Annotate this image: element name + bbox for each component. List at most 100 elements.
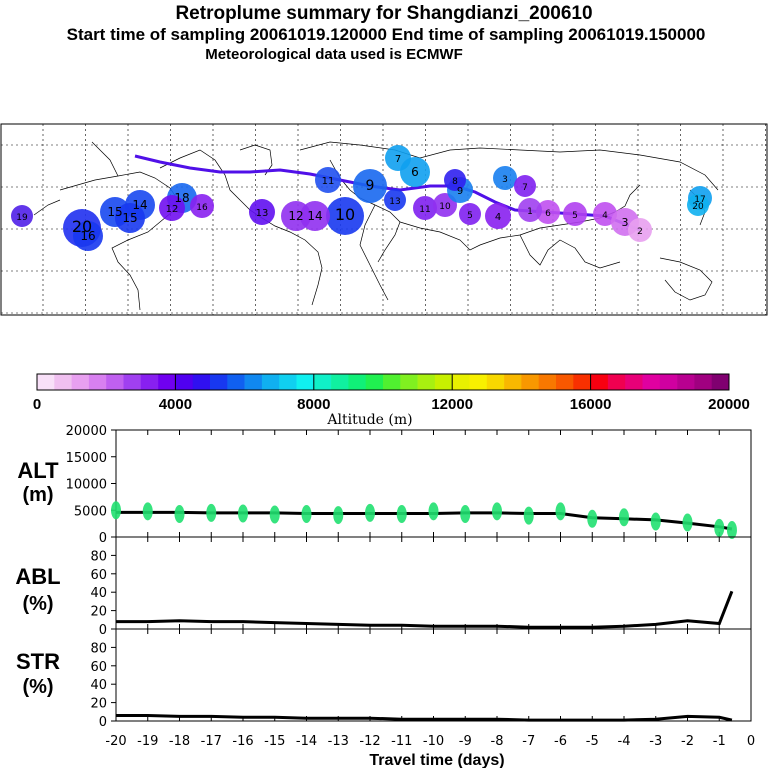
colorbar-tick-label: 20000 xyxy=(708,396,750,413)
colorbar-cell xyxy=(244,374,263,390)
altitude-cluster xyxy=(523,506,534,525)
y-tick-label: 80 xyxy=(90,549,107,564)
altitude-cluster xyxy=(492,502,502,521)
colorbar-cell xyxy=(573,374,591,390)
y-tick-label: 0 xyxy=(99,531,107,546)
y-tick-label: 80 xyxy=(90,641,107,656)
plume-cluster-label: 16 xyxy=(196,203,208,213)
plume-cluster xyxy=(326,197,364,235)
plume-cluster-label: 13 xyxy=(389,197,400,207)
colorbar-tick-label: 8000 xyxy=(297,396,330,413)
altitude-cluster xyxy=(238,504,248,523)
colorbar-cell xyxy=(279,374,297,390)
y-tick-label: 0 xyxy=(99,715,107,730)
plume-cluster-label: 15 xyxy=(107,205,122,219)
plume-cluster-label: 13 xyxy=(256,208,269,219)
colorbar-cell xyxy=(625,374,643,390)
x-tick-label: -14 xyxy=(296,734,317,749)
colorbar-cell xyxy=(192,374,211,390)
altitude-cluster xyxy=(142,502,153,521)
plume-cluster-label: 5 xyxy=(572,211,578,221)
altitude-cluster xyxy=(206,503,217,522)
panel-frame xyxy=(115,628,752,722)
plume-cluster-label: 3 xyxy=(502,175,508,185)
panel-alt: 20000 15000 10000 5000 0 ALT(m) xyxy=(17,424,752,546)
plume-cluster-label: 9 xyxy=(366,178,375,194)
x-tick-label: -15 xyxy=(264,734,285,749)
y-tick-label: 60 xyxy=(90,568,107,583)
plume-cluster-label: 3 xyxy=(622,216,629,229)
series-line-abl xyxy=(116,590,734,629)
colorbar-cell xyxy=(590,374,609,390)
altitude-cluster xyxy=(460,504,471,523)
panel-unit: (%) xyxy=(22,676,53,698)
altitude-cluster xyxy=(619,508,629,527)
altitude-cluster xyxy=(301,504,312,523)
plume-cluster xyxy=(628,218,652,242)
colorbar-cell xyxy=(261,374,280,390)
x-tick-label: -2 xyxy=(681,734,694,749)
colorbar-cell xyxy=(642,374,661,390)
plume-cluster-label: 2 xyxy=(637,227,643,237)
plume-cluster-label: 14 xyxy=(307,209,322,223)
plume-cluster xyxy=(536,200,560,224)
x-tick-label: -5 xyxy=(586,734,599,749)
plume-clusters xyxy=(11,145,712,251)
series-line-str xyxy=(116,714,733,722)
x-tick-label: -6 xyxy=(554,734,567,749)
plume-cluster xyxy=(315,167,341,193)
plume-cluster-label: 4 xyxy=(602,211,608,221)
colorbar-tick-label: 4000 xyxy=(159,396,192,413)
panel-title: ABL xyxy=(15,564,60,589)
colorbar-cell xyxy=(504,374,522,390)
plume-cluster xyxy=(687,194,709,216)
colorbar-cell xyxy=(365,374,384,390)
plume-cluster-label: 1 xyxy=(527,207,533,217)
altitude-cluster xyxy=(365,503,375,522)
altitude-cluster xyxy=(333,506,344,525)
plume-cluster-label: 7 xyxy=(395,154,401,165)
plume-cluster-label: 12 xyxy=(166,204,179,215)
colorbar-cell xyxy=(210,374,228,390)
plume-cluster-label: 16 xyxy=(80,229,95,243)
altitude-cluster xyxy=(726,521,737,540)
colorbar-cell xyxy=(452,374,470,390)
plume-cluster xyxy=(514,175,536,197)
panel-unit: (%) xyxy=(22,593,53,615)
x-tick-label: -11 xyxy=(391,734,412,749)
panel-unit: (m) xyxy=(22,484,53,506)
colorbar-tick-label: 16000 xyxy=(570,396,612,413)
colorbar-cell xyxy=(538,374,557,390)
plume-cluster xyxy=(159,195,185,221)
y-tick-label: 20 xyxy=(90,697,107,712)
plume-cluster-label: 6 xyxy=(411,165,419,179)
colorbar-cell xyxy=(711,374,730,390)
colorbar-cell xyxy=(521,374,539,390)
colorbar-tick-label: 0 xyxy=(33,396,41,413)
plume-cluster-label: 11 xyxy=(419,205,430,215)
sampling-times: Start time of sampling 20061019.120000 E… xyxy=(66,25,706,44)
plume-cluster xyxy=(384,189,406,211)
plume-cluster-label: 9 xyxy=(457,186,463,197)
plume-cluster-label: 7 xyxy=(522,183,528,193)
plume-cluster xyxy=(493,166,517,190)
colorbar-cell xyxy=(469,374,488,390)
plume-cluster xyxy=(593,202,617,226)
colorbar-cell xyxy=(123,374,142,390)
altitude-cluster xyxy=(111,501,121,520)
colorbar-cell xyxy=(434,374,453,390)
panel-title: STR xyxy=(16,649,60,674)
altitude-cluster xyxy=(428,502,439,521)
colorbar-label: Altitude (m) xyxy=(326,412,412,428)
colorbar-cell xyxy=(694,374,712,390)
plume-cluster xyxy=(73,221,103,251)
y-tick-label: 40 xyxy=(90,586,107,601)
plume-cluster xyxy=(563,202,587,226)
plume-cluster-label: 6 xyxy=(545,209,551,219)
altitude-cluster xyxy=(396,504,407,523)
panel-frame xyxy=(115,536,752,630)
colorbar-cell xyxy=(296,374,315,390)
colorbar-cell xyxy=(37,374,55,390)
plume-cluster-label: 18 xyxy=(174,191,189,205)
